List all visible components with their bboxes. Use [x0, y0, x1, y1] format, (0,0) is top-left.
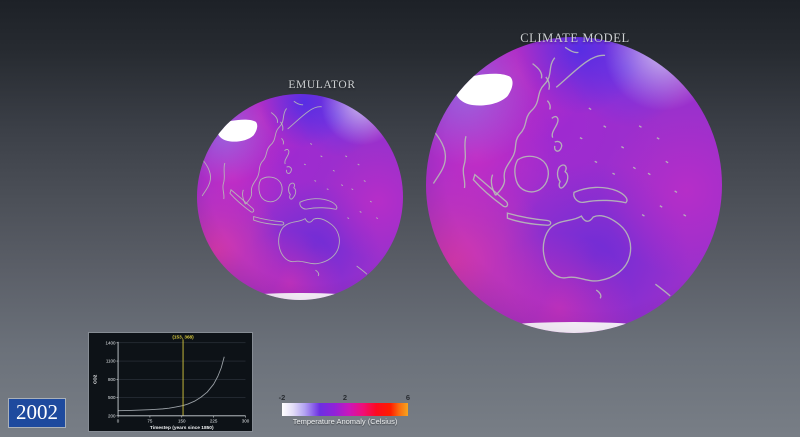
climate-model-globe-label: CLIMATE MODEL	[520, 31, 630, 45]
svg-text:150: 150	[178, 418, 186, 423]
year-badge: 2002	[8, 398, 66, 428]
svg-text:225: 225	[210, 418, 218, 423]
colorbar-tick-labels: -2 2 6	[278, 392, 411, 403]
svg-text:0: 0	[117, 418, 120, 423]
emulator-globe[interactable]	[197, 94, 403, 300]
svg-text:300: 300	[242, 418, 250, 423]
co2-chart-svg: 200 500 800 1100 1400 0 75 150 225 300 (153, 368) T…	[93, 334, 250, 431]
colorbar-tick: 2	[342, 393, 348, 402]
emulator-globe-label: EMULATOR	[288, 79, 356, 91]
svg-text:1100: 1100	[106, 359, 116, 364]
svg-text:1400: 1400	[106, 340, 117, 345]
svg-text:Timestep (years since 1850): Timestep (years since 1850)	[150, 425, 214, 431]
emulator-coastlines-overlay	[200, 100, 379, 284]
colorbar-gradient	[282, 403, 408, 416]
svg-text:CO2: CO2	[93, 374, 98, 384]
svg-text:75: 75	[147, 418, 153, 423]
climate-coastlines-overlay	[431, 46, 687, 310]
climate-model-globe[interactable]	[426, 37, 722, 333]
colorbar-tick: 6	[405, 393, 411, 402]
co2-timeline-chart[interactable]: 200 500 800 1100 1400 0 75 150 225 300 (153, 368) T…	[88, 332, 253, 432]
colorbar-tick: -2	[278, 393, 286, 402]
colorbar-title: Temperature Anomaly (Celsius)	[292, 417, 398, 426]
svg-text:(153, 368): (153, 368)	[172, 334, 194, 339]
svg-text:800: 800	[108, 377, 116, 382]
svg-text:200: 200	[108, 413, 116, 418]
temperature-colorbar: -2 2 6 Temperature Anomaly (Celsius)	[278, 392, 411, 426]
antarctic-ice-rim	[476, 322, 672, 333]
svg-text:500: 500	[108, 395, 116, 400]
